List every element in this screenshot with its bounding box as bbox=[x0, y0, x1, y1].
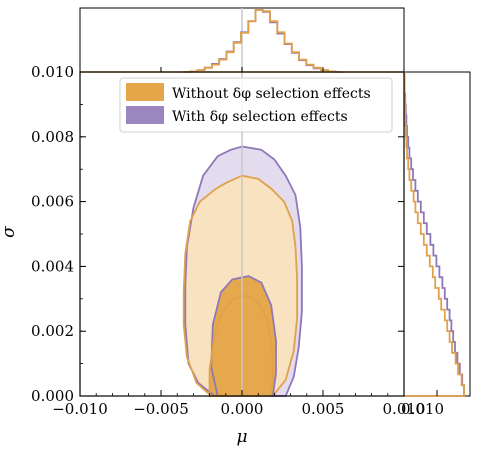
without-contour-90-line bbox=[182, 174, 298, 397]
legend-box bbox=[119, 77, 393, 133]
x-tick-label: 0.010 bbox=[383, 400, 426, 418]
right-x-tick-label: 0.010 bbox=[401, 400, 444, 418]
legend-swatch-with bbox=[126, 106, 164, 124]
x-tick-label: 0.005 bbox=[302, 400, 345, 418]
y-tick-label: 0.008 bbox=[31, 128, 74, 146]
right-marginal-panel bbox=[403, 71, 471, 397]
legend-label-without: Without δφ selection effects bbox=[172, 86, 371, 102]
legend-swatch-without bbox=[126, 83, 164, 101]
y-axis-title: σ bbox=[0, 226, 19, 238]
with-contour-90-line bbox=[184, 145, 303, 397]
x-tick-label: −0.010 bbox=[52, 400, 108, 418]
y-tick-label: 0.000 bbox=[31, 387, 74, 405]
legend-label-with: With δφ selection effects bbox=[172, 109, 348, 125]
x-tick-label: 0.000 bbox=[221, 400, 264, 418]
without-contour-50-line bbox=[208, 294, 274, 397]
top-histogram-with bbox=[182, 9, 343, 73]
right-histogram-with bbox=[403, 71, 465, 397]
right-histogram-without bbox=[403, 71, 465, 397]
legend: Without δφ selection effects With δφ sel… bbox=[119, 77, 393, 133]
y-tick-label: 0.010 bbox=[31, 63, 74, 81]
x-tick-label: −0.005 bbox=[133, 400, 189, 418]
top-histogram-without bbox=[182, 9, 343, 73]
x-axis-title: μ bbox=[236, 427, 247, 447]
y-tick-label: 0.004 bbox=[31, 257, 74, 275]
tick-layer: −0.010 −0.005 0.000 0.005 0.010 0.000 0.002 0.0… bbox=[31, 63, 444, 418]
y-tick-label: 0.006 bbox=[31, 193, 74, 211]
with-contour-50-line bbox=[210, 275, 277, 397]
y-tick-label: 0.002 bbox=[31, 322, 74, 340]
without-contour-50-fill bbox=[209, 295, 273, 396]
contour-layer bbox=[182, 8, 303, 397]
